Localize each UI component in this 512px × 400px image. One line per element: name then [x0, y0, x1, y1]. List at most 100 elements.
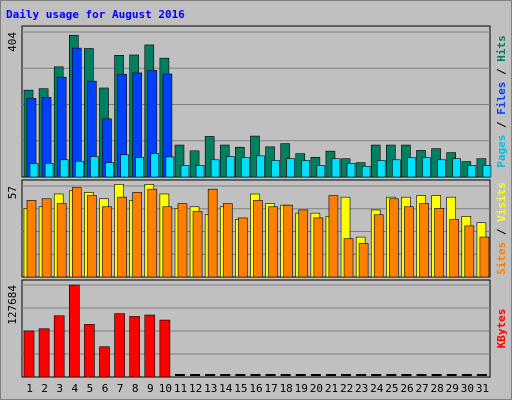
bar-sites-day-29: [449, 219, 460, 278]
bar-pages-day-17: [271, 160, 280, 178]
bar-pages-day-29: [452, 158, 462, 178]
x-tick-label: 30: [461, 382, 474, 395]
x-tick-label: 2: [41, 382, 48, 395]
bar-kbytes-day-15: [235, 374, 246, 376]
bar-sites-day-17: [268, 206, 278, 278]
bar-sites-day-11: [177, 203, 188, 278]
bar-pages-day-28: [437, 159, 446, 178]
bar-sites-day-1: [26, 200, 37, 278]
legend-entry: /: [495, 222, 508, 242]
x-tick-label: 20: [310, 382, 323, 395]
bar-pages-day-6: [105, 162, 114, 178]
bar-sites-day-23: [358, 243, 369, 278]
bar-kbytes-day-18: [280, 374, 291, 376]
bar-kbytes-day-5: [84, 324, 95, 378]
panel-hits-files-pages: 404 Pages / Files / Hits: [6, 25, 508, 178]
bar-kbytes-day-7: [114, 313, 125, 378]
bar-pages-day-22: [346, 163, 356, 178]
bar-pages-day-12: [195, 165, 205, 178]
bar-pages-day-24: [376, 160, 386, 178]
bar-sites-day-9: [147, 188, 158, 278]
bar-sites-day-21: [328, 195, 339, 278]
x-tick-label: 26: [400, 382, 413, 395]
bar-pages-day-18: [286, 158, 295, 178]
bar-sites-day-30: [464, 225, 475, 278]
x-tick-label: 5: [87, 382, 94, 395]
panel-legend: Sites / Visits: [495, 182, 508, 275]
x-tick-label: 18: [280, 382, 293, 395]
x-tick-label: 12: [189, 382, 202, 395]
x-tick-label: 10: [159, 382, 172, 395]
panel-legend: Pages / Files / Hits: [495, 35, 508, 168]
bar-kbytes-day-30: [461, 374, 472, 376]
bar-sites-day-4: [71, 187, 82, 278]
bar-kbytes-day-26: [401, 374, 412, 376]
bar-kbytes-day-29: [446, 374, 457, 376]
legend-entry: Pages: [495, 135, 508, 168]
x-tick-label: 11: [174, 382, 187, 395]
bar-pages-day-2: [44, 163, 54, 178]
legend-entry: Hits: [495, 35, 508, 62]
bar-sites-day-16: [253, 200, 263, 278]
bar-kbytes-day-25: [386, 374, 397, 376]
bar-pages-day-7: [120, 154, 129, 178]
bar-pages-day-8: [135, 157, 144, 178]
legend-entry: Files: [495, 82, 508, 115]
bar-kbytes-day-28: [431, 374, 442, 376]
bar-sites-day-22: [343, 238, 354, 278]
bar-kbytes-day-10: [159, 319, 171, 378]
bar-pages-day-16: [256, 155, 265, 178]
x-tick-label: 14: [219, 382, 233, 395]
x-tick-label: 22: [340, 382, 353, 395]
bar-sites-day-2: [41, 198, 52, 278]
bar-sites-day-25: [389, 198, 399, 278]
x-tick-label: 16: [249, 382, 262, 395]
bar-pages-day-20: [316, 165, 326, 178]
x-tick-label: 6: [102, 382, 109, 395]
bar-kbytes-day-6: [99, 346, 110, 378]
bar-sites-day-12: [192, 211, 203, 278]
bar-sites-day-20: [313, 217, 324, 278]
x-tick-label: 19: [295, 382, 308, 395]
bar-kbytes-day-23: [356, 374, 367, 376]
bar-pages-day-21: [331, 158, 341, 178]
x-tick-label: 29: [446, 382, 459, 395]
bar-pages-day-26: [407, 157, 416, 178]
bar-files-day-4: [71, 47, 82, 178]
bar-kbytes-day-3: [53, 315, 65, 378]
bar-sites-day-6: [102, 206, 112, 278]
legend-entry: Sites: [495, 242, 508, 275]
bar-sites-day-14: [222, 203, 233, 278]
bar-kbytes-day-12: [190, 374, 201, 376]
x-axis-labels: 1 2 3 4 5 6 7 8 9 10 11 12 13 14 15 16 17 18 19 20 21 22 23 24 2…: [26, 382, 489, 395]
legend-entry: /: [495, 62, 508, 82]
bar-pages-day-10: [165, 156, 175, 178]
bar-sites-day-10: [162, 206, 173, 278]
bar-kbytes-day-13: [205, 374, 216, 376]
bar-kbytes-day-17: [265, 374, 276, 376]
bar-pages-day-14: [225, 156, 235, 178]
x-tick-label: 28: [431, 382, 444, 395]
bar-sites-day-13: [207, 188, 218, 278]
x-tick-label: 4: [72, 382, 79, 395]
bar-sites-day-15: [238, 217, 248, 278]
bar-kbytes-day-8: [129, 316, 140, 378]
panel-legend: KBytes: [495, 309, 508, 349]
bar-hits-day-13: [204, 136, 215, 178]
panel-max-label: 127684: [6, 285, 19, 325]
bar-kbytes-day-22: [341, 374, 352, 376]
bar-kbytes-day-21: [325, 374, 336, 376]
bar-pages-day-19: [301, 160, 311, 178]
bar-kbytes-day-4: [68, 284, 80, 378]
x-tick-label: 3: [56, 382, 63, 395]
x-tick-label: 7: [117, 382, 124, 395]
bar-kbytes-day-14: [220, 374, 231, 376]
chart-panels: 404 Pages / Files / Hits 57 Sites / Visits 1…: [6, 25, 508, 378]
x-tick-label: 9: [147, 382, 154, 395]
bar-pages-day-5: [90, 156, 99, 178]
panel-visits-sites: 57 Sites / Visits: [6, 179, 508, 278]
x-tick-label: 21: [325, 382, 338, 395]
bar-sites-day-28: [434, 208, 444, 278]
bar-pages-day-9: [150, 153, 160, 178]
